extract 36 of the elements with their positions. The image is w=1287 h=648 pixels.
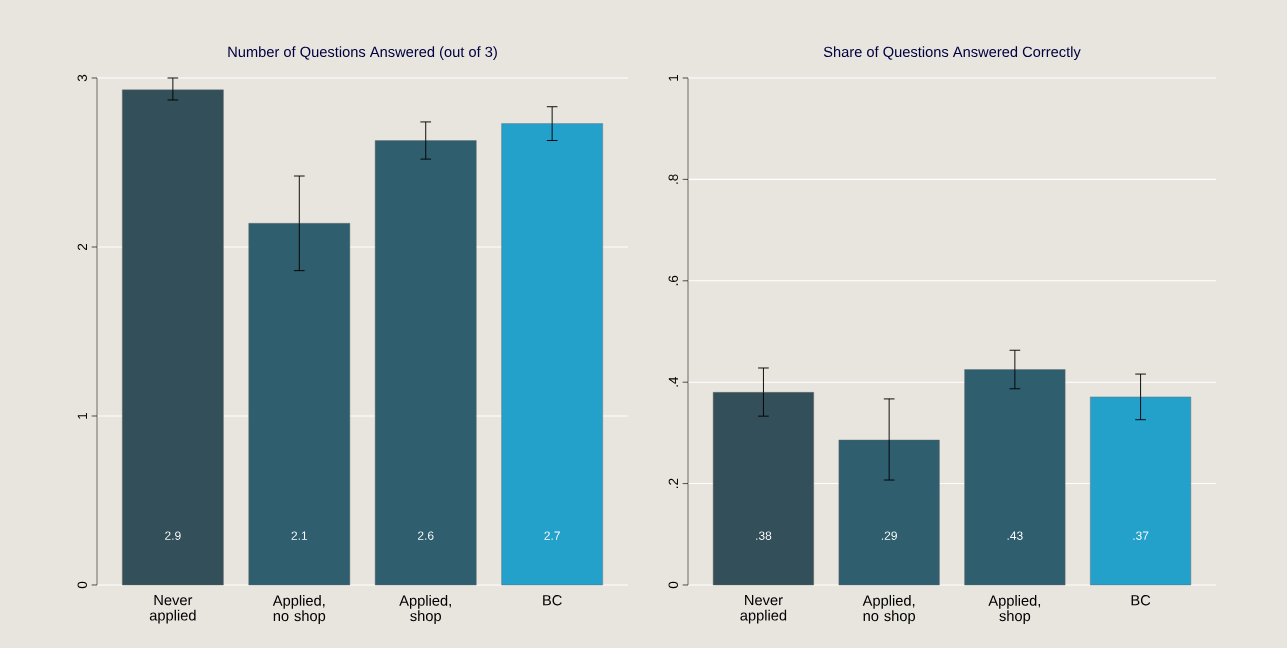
y-tick-label: .4	[668, 377, 678, 387]
bar	[838, 439, 940, 586]
bar	[122, 89, 224, 586]
y-tick-label: 0	[77, 581, 87, 589]
data-label: .38	[756, 531, 772, 540]
x-tick-label: BC	[1131, 595, 1151, 606]
y-tick-label: .2	[668, 478, 678, 488]
data-label: 2.1	[291, 531, 308, 540]
bar	[1090, 396, 1192, 586]
x-tick-label: BC	[543, 595, 562, 606]
y-tick-label: 3	[77, 74, 87, 82]
bar	[374, 140, 477, 586]
data-label: .29	[881, 531, 897, 540]
chart-title: Share of Questions Answered Correctly	[823, 46, 1081, 60]
bar	[501, 123, 603, 586]
x-tick-label: Applied, shop	[399, 595, 451, 625]
bar	[712, 392, 814, 586]
y-tick-label: 1	[668, 74, 678, 81]
y-tick-label: 2	[77, 243, 87, 251]
y-tick-label: .8	[668, 174, 678, 184]
x-tick-label: Applied, no shop	[862, 595, 916, 625]
y-tick-label: 1	[77, 412, 87, 419]
bar	[248, 223, 351, 586]
data-label: 2.6	[417, 531, 434, 540]
y-tick-label: .6	[668, 275, 678, 286]
data-label: .37	[1133, 531, 1149, 540]
x-tick-label: Applied, shop	[988, 595, 1041, 625]
x-tick-label: Never applied	[740, 595, 787, 624]
data-label: .43	[1007, 531, 1023, 540]
data-label: 2.7	[544, 531, 560, 540]
x-tick-label: Applied, no shop	[272, 595, 326, 625]
data-label: 2.9	[165, 531, 181, 540]
bar	[964, 369, 1066, 586]
x-tick-label: Never applied	[149, 595, 196, 624]
y-tick-label: 0	[668, 581, 678, 589]
chart-title: Number of Questions Answered (out of 3)	[228, 46, 497, 60]
